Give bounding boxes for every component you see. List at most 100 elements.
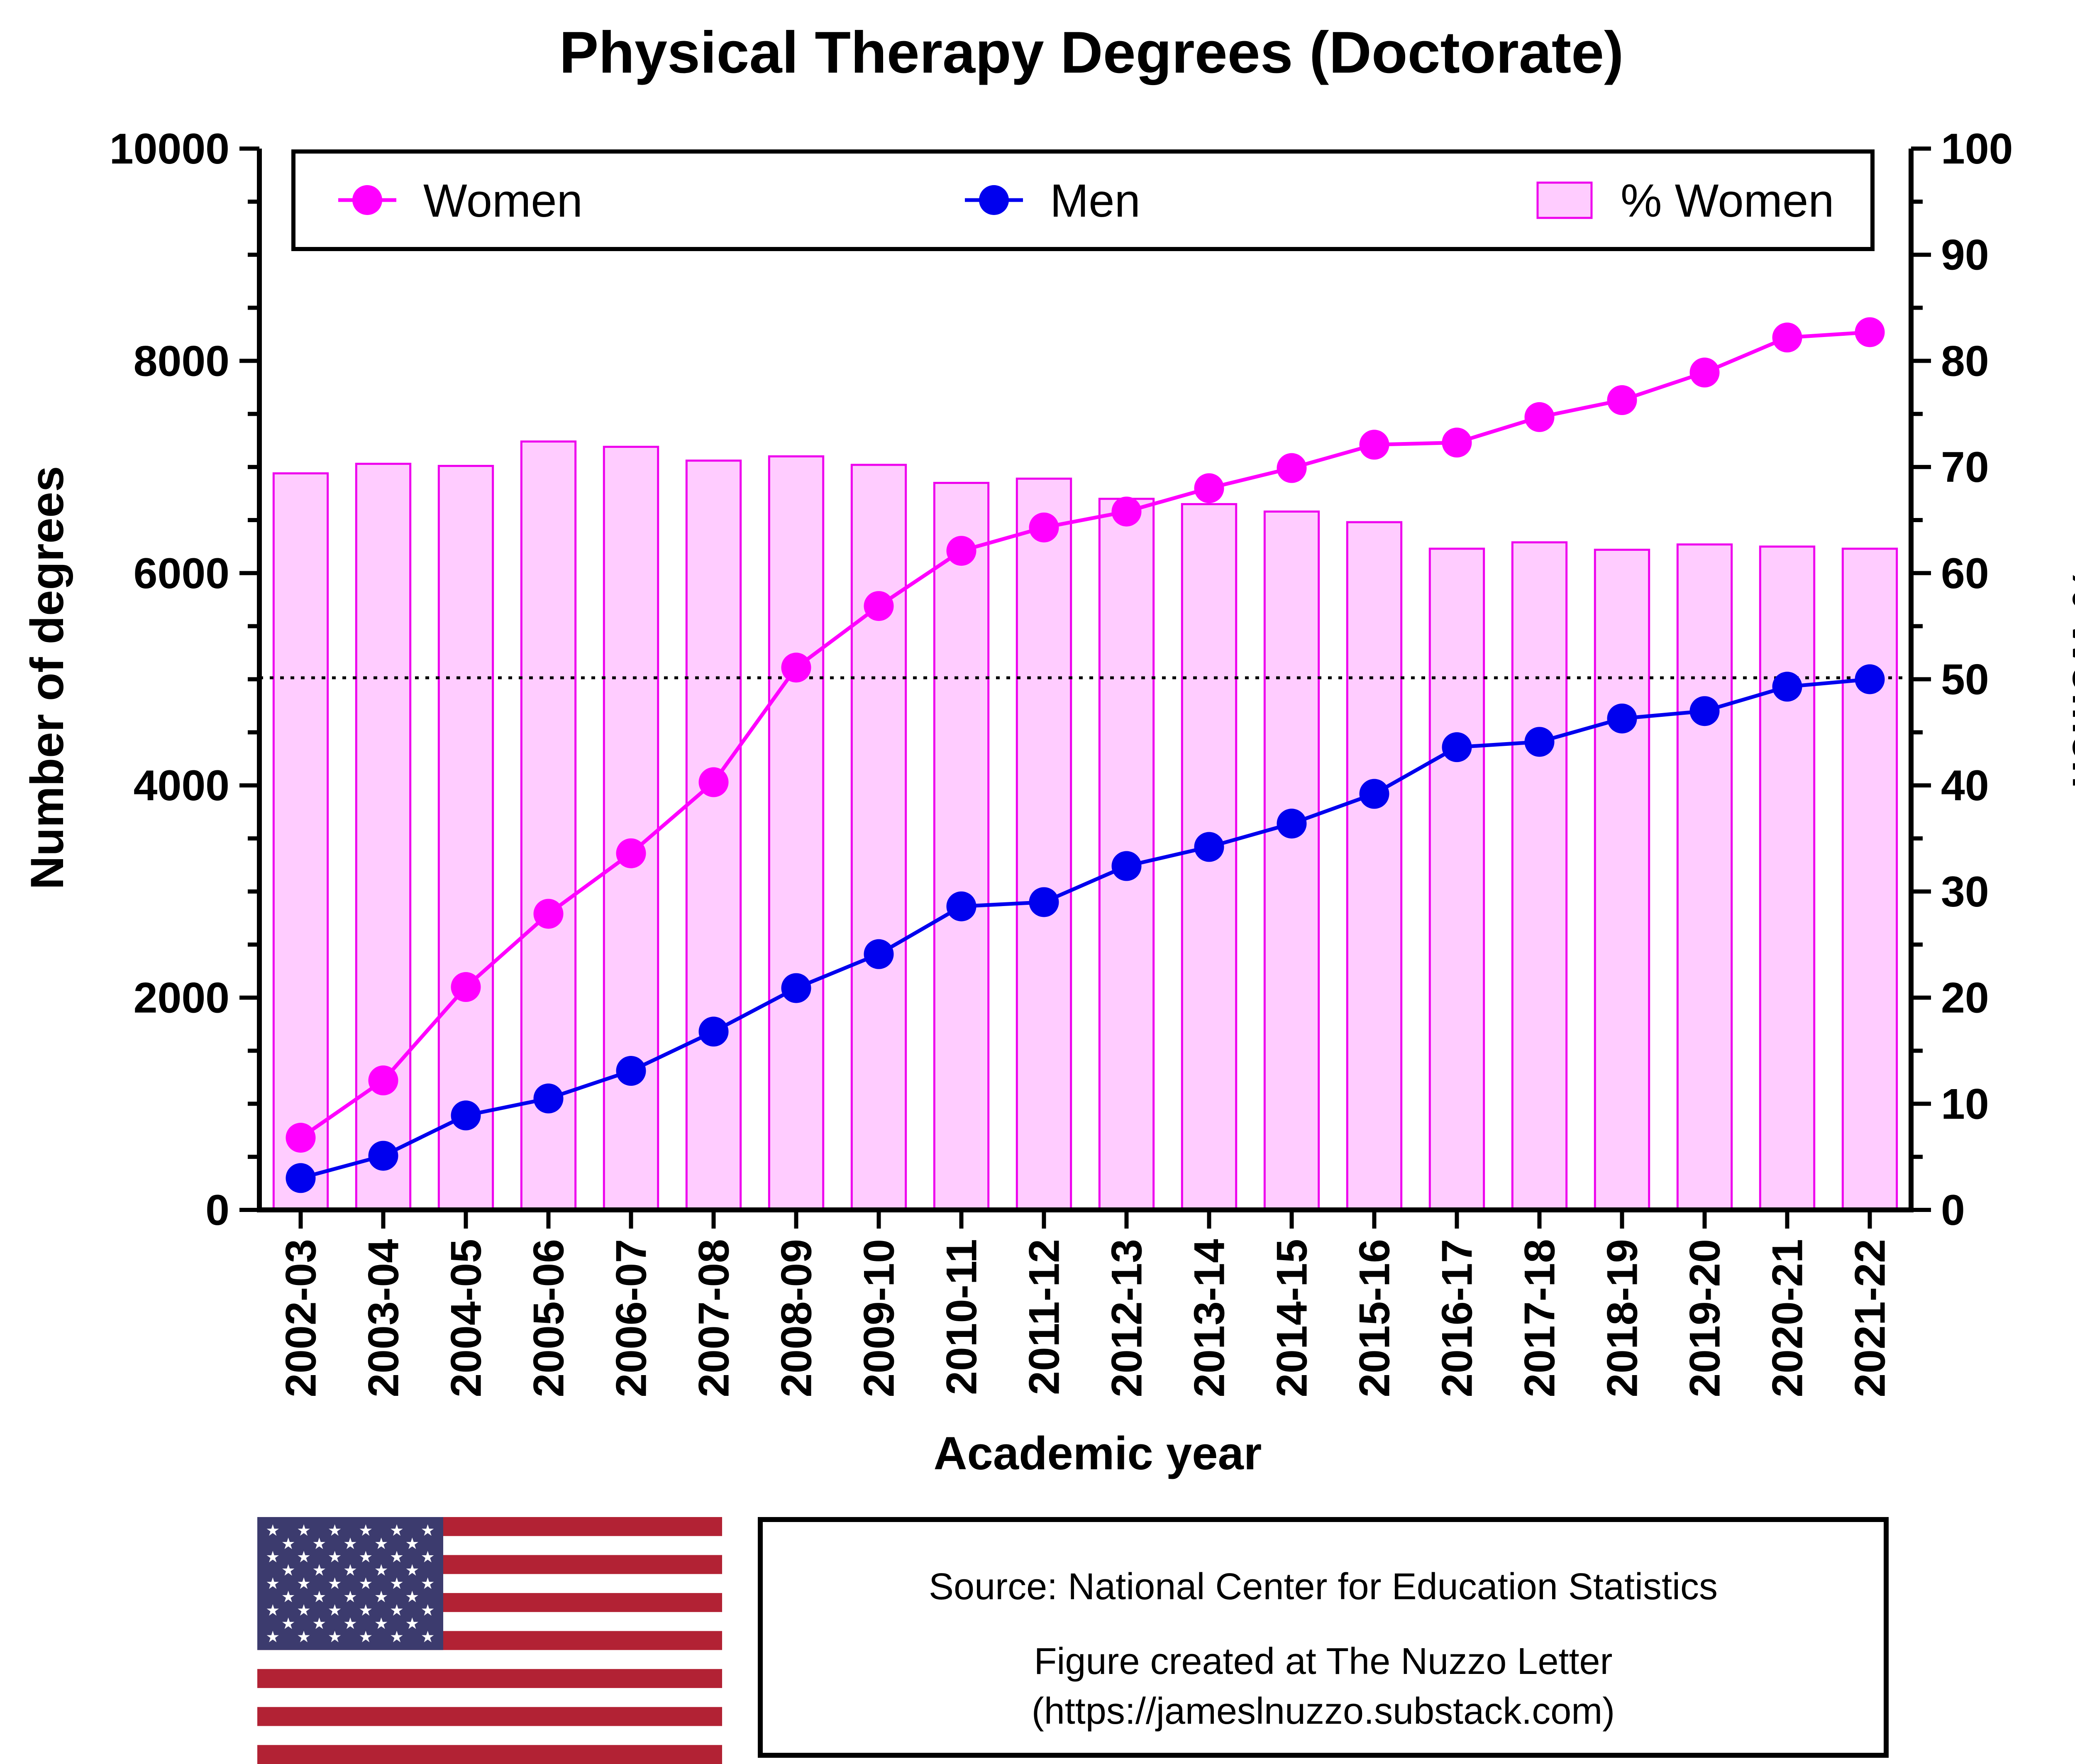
- point-women-2011-12: [1029, 512, 1059, 542]
- point-women-2020-21: [1772, 323, 1802, 353]
- point-men-2006-07: [616, 1056, 646, 1086]
- point-men-2004-05: [451, 1100, 481, 1131]
- point-men-2010-11: [946, 891, 976, 921]
- legend: Women Men % Women: [291, 149, 1875, 251]
- flag-canton: [257, 1517, 443, 1650]
- y2-axis-title: % Women: [2063, 567, 2075, 788]
- flag-star: ★: [266, 1548, 280, 1566]
- flag-star: ★: [328, 1574, 342, 1593]
- flag-star: ★: [281, 1614, 295, 1632]
- flag-star: ★: [266, 1627, 280, 1646]
- x-tick-label-2016-17: 2016-17: [1433, 1239, 1482, 1398]
- flag-star: ★: [328, 1627, 342, 1646]
- chart-title: Physical Therapy Degrees (Doctorate): [559, 20, 1624, 86]
- bar-pct-women-2021-22: [1841, 547, 1898, 1211]
- point-women-2005-06: [533, 899, 564, 929]
- point-men-2002-03: [286, 1163, 316, 1193]
- flag-star: ★: [359, 1574, 373, 1593]
- bar-pct-women-2002-03: [272, 472, 329, 1211]
- flag-star: ★: [390, 1548, 404, 1566]
- point-men-2012-13: [1111, 851, 1142, 881]
- bar-pct-women-2006-07: [603, 446, 659, 1211]
- point-men-2019-20: [1689, 696, 1720, 726]
- y2-tick-label: 60: [1941, 550, 1989, 598]
- point-women-2021-22: [1855, 317, 1885, 347]
- point-women-2013-14: [1194, 473, 1224, 503]
- point-men-2005-06: [533, 1083, 564, 1114]
- legend-men-label: Men: [1050, 175, 1140, 227]
- x-tick-label-2014-15: 2014-15: [1268, 1239, 1316, 1398]
- legend-box: [291, 149, 1875, 251]
- url-line: (https://jameslnuzzo.substack.com): [1031, 1691, 1615, 1732]
- flag-star: ★: [343, 1614, 357, 1632]
- flag-stripe: [257, 1745, 722, 1764]
- y2-tick-label: 30: [1941, 868, 1989, 916]
- point-men-2017-18: [1524, 727, 1555, 757]
- point-men-2014-15: [1277, 809, 1307, 839]
- point-men-2011-12: [1029, 887, 1059, 917]
- point-women-2007-08: [698, 767, 729, 797]
- point-women-2015-16: [1359, 430, 1389, 460]
- bar-pct-women-2010-11: [933, 481, 990, 1211]
- flag-star: ★: [297, 1627, 311, 1646]
- point-women-2017-18: [1524, 402, 1555, 432]
- x-tick-label-2007-08: 2007-08: [690, 1239, 738, 1398]
- x-tick-label-2004-05: 2004-05: [442, 1239, 491, 1398]
- y2-tick-label: 90: [1941, 231, 1989, 279]
- y2-tick-label: 10: [1941, 1080, 1989, 1128]
- point-men-2008-09: [781, 973, 811, 1003]
- point-men-2009-10: [864, 939, 894, 969]
- flag-star: ★: [266, 1601, 280, 1619]
- bar-pct-women-2009-10: [850, 464, 907, 1211]
- bar-pct-women-2014-15: [1263, 510, 1320, 1211]
- flag-star: ★: [312, 1588, 326, 1606]
- y2-tick-label: 40: [1941, 762, 1989, 810]
- point-men-2020-21: [1772, 672, 1802, 702]
- point-women-2014-15: [1277, 453, 1307, 483]
- flag-star: ★: [374, 1588, 388, 1606]
- x-tick-label-2005-06: 2005-06: [525, 1239, 573, 1398]
- flag-star: ★: [297, 1574, 311, 1593]
- y-tick-label: 10000: [110, 125, 229, 173]
- x-tick-label-2009-10: 2009-10: [855, 1239, 903, 1398]
- y2-tick-label: 0: [1941, 1186, 1965, 1234]
- flag-star: ★: [343, 1534, 357, 1553]
- legend-pct-women-swatch: [1536, 181, 1593, 219]
- flag-star: ★: [359, 1521, 373, 1539]
- point-women-2003-04: [368, 1065, 398, 1096]
- y-axis-title: Number of degrees: [21, 466, 73, 890]
- flag-star: ★: [421, 1601, 435, 1619]
- source-box: Source: National Center for Education St…: [758, 1517, 1889, 1758]
- point-men-2021-22: [1855, 664, 1885, 694]
- y2-tick-label: 70: [1941, 443, 1989, 491]
- bar-pct-women-2004-05: [437, 465, 494, 1211]
- flag-star: ★: [281, 1561, 295, 1579]
- bar-pct-women-2020-21: [1759, 545, 1816, 1211]
- flag-star: ★: [390, 1627, 404, 1646]
- bar-pct-women-2005-06: [520, 440, 577, 1211]
- y2-tick-label: 20: [1941, 974, 1989, 1022]
- point-men-2018-19: [1607, 704, 1637, 734]
- y2-tick-label: 80: [1941, 337, 1989, 385]
- point-men-2013-14: [1194, 832, 1224, 862]
- bar-pct-women-2018-19: [1594, 549, 1650, 1211]
- axes-layer: 0 2000 4000 6000 8000 10000 0 10 20 30 40 50 60 70 80 9…: [110, 125, 2013, 1398]
- x-axis-title: Academic year: [934, 1427, 1262, 1479]
- point-women-2012-13: [1111, 496, 1142, 527]
- flag-star: ★: [359, 1548, 373, 1566]
- y2-tick-label: 50: [1941, 656, 1989, 704]
- bar-pct-women-2016-17: [1428, 547, 1485, 1211]
- bar-pct-women-2007-08: [685, 459, 742, 1211]
- y-tick-label: 8000: [134, 337, 229, 385]
- y-tick-label: 0: [205, 1186, 229, 1234]
- x-tick-label-2021-22: 2021-22: [1846, 1239, 1894, 1398]
- point-women-2018-19: [1607, 385, 1637, 415]
- point-women-2008-09: [781, 652, 811, 683]
- flag-star: ★: [266, 1574, 280, 1593]
- flag-star: ★: [405, 1588, 419, 1606]
- flag-star: ★: [421, 1521, 435, 1539]
- x-tick-label-2020-21: 2020-21: [1764, 1239, 1812, 1398]
- point-women-2016-17: [1442, 428, 1472, 458]
- bar-pct-women-2003-04: [355, 462, 412, 1211]
